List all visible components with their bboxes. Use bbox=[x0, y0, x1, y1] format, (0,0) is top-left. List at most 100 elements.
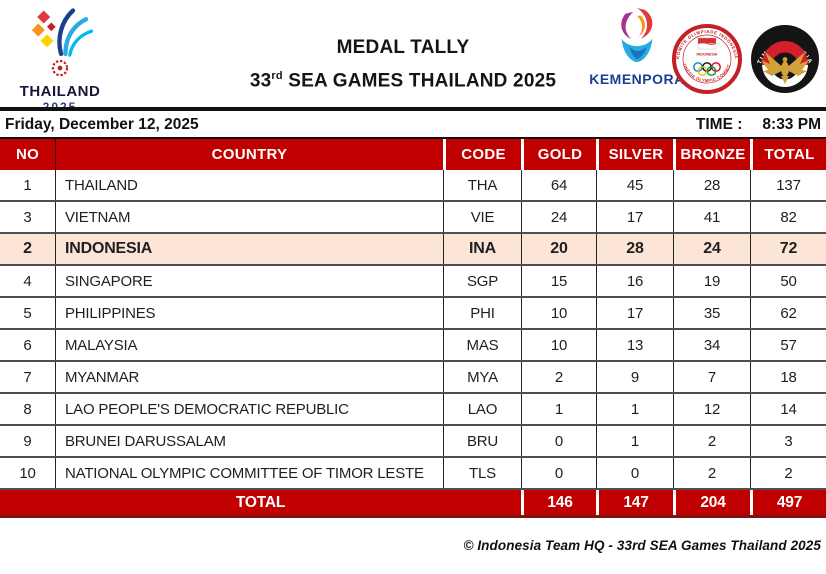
cell-bronze: 41 bbox=[673, 202, 750, 232]
cell-no: 8 bbox=[23, 400, 32, 418]
footer-credit: © Indonesia Team HQ - 33rd SEA Games Tha… bbox=[463, 538, 821, 553]
cell-total: 18 bbox=[750, 362, 826, 392]
cell-no: 1 bbox=[23, 176, 32, 194]
cell-no: 5 bbox=[23, 304, 32, 322]
cell-bronze: 28 bbox=[673, 170, 750, 200]
cell-country: MALAYSIA bbox=[55, 330, 443, 360]
info-bar: Friday, December 12, 2025 TIME : 8:33 PM bbox=[0, 112, 826, 137]
col-header-total: TOTAL bbox=[750, 139, 826, 170]
table-row: 4 SINGAPORE SGP 15 16 19 50 bbox=[0, 266, 826, 298]
table-header-row: NO COUNTRY CODE GOLD SILVER BRONZE TOTAL bbox=[0, 137, 826, 170]
page-title: MEDAL TALLY 33rd SEA GAMES THAILAND 2025 bbox=[180, 34, 626, 95]
total-gold-value: 146 bbox=[521, 490, 596, 515]
cell-no: 6 bbox=[23, 336, 32, 354]
thailand-games-emblem-icon bbox=[31, 8, 94, 77]
cell-country: THAILAND bbox=[55, 170, 443, 200]
thailand-2025-logo: THAILAND 2025 bbox=[8, 4, 112, 114]
cell-total: 82 bbox=[750, 202, 826, 232]
cell-country: SINGAPORE bbox=[55, 266, 443, 296]
garuda-icon bbox=[761, 52, 809, 84]
medal-table: NO COUNTRY CODE GOLD SILVER BRONZE TOTAL… bbox=[0, 137, 826, 518]
cell-no: 2 bbox=[23, 240, 32, 257]
table-row: 9 BRUNEI DARUSSALAM BRU 0 1 2 3 bbox=[0, 426, 826, 458]
cell-no: 10 bbox=[19, 464, 36, 482]
cell-code: INA bbox=[443, 234, 521, 264]
table-row: 3 VIETNAM VIE 24 17 41 82 bbox=[0, 202, 826, 234]
cell-country: LAO PEOPLE'S DEMOCRATIC REPUBLIC bbox=[55, 394, 443, 424]
cell-country: MYANMAR bbox=[55, 362, 443, 392]
cell-gold: 10 bbox=[521, 330, 596, 360]
cell-silver: 45 bbox=[596, 170, 673, 200]
cell-gold: 1 bbox=[521, 394, 596, 424]
koi-center-label: INDONESIA bbox=[696, 53, 717, 57]
kemenpora-torch-icon bbox=[621, 8, 653, 63]
indonesia-olympic-committee-logo: KOMITE OLIMPIADE INDONESIA INDONESIA OLY… bbox=[672, 24, 742, 94]
cell-total: 3 bbox=[750, 426, 826, 456]
col-header-no: NO bbox=[15, 146, 40, 163]
cell-total: 2 bbox=[750, 458, 826, 488]
cell-code: PHI bbox=[443, 298, 521, 328]
cell-bronze: 24 bbox=[673, 234, 750, 264]
cell-code: SGP bbox=[443, 266, 521, 296]
table-row: 1 THAILAND THA 64 45 28 137 bbox=[0, 170, 826, 202]
cell-gold: 0 bbox=[521, 426, 596, 456]
table-row: 8 LAO PEOPLE'S DEMOCRATIC REPUBLIC LAO 1… bbox=[0, 394, 826, 426]
cell-code: TLS bbox=[443, 458, 521, 488]
cell-gold: 64 bbox=[521, 170, 596, 200]
col-header-country: COUNTRY bbox=[55, 139, 443, 170]
cell-bronze: 2 bbox=[673, 426, 750, 456]
cell-code: THA bbox=[443, 170, 521, 200]
time-label: TIME : bbox=[695, 115, 743, 133]
cell-country: PHILIPPINES bbox=[55, 298, 443, 328]
cell-silver: 28 bbox=[596, 234, 673, 264]
cell-bronze: 19 bbox=[673, 266, 750, 296]
cell-silver: 17 bbox=[596, 202, 673, 232]
cell-bronze: 35 bbox=[673, 298, 750, 328]
cell-silver: 9 bbox=[596, 362, 673, 392]
total-bronze-value: 204 bbox=[673, 490, 750, 515]
cell-bronze: 34 bbox=[673, 330, 750, 360]
table-row: 6 MALAYSIA MAS 10 13 34 57 bbox=[0, 330, 826, 362]
total-label: TOTAL bbox=[235, 493, 286, 511]
table-row: 5 PHILIPPINES PHI 10 17 35 62 bbox=[0, 298, 826, 330]
table-row: 2 INDONESIA INA 20 28 24 72 bbox=[0, 234, 826, 266]
cell-total: 50 bbox=[750, 266, 826, 296]
cell-silver: 16 bbox=[596, 266, 673, 296]
olympic-rings-icon bbox=[693, 62, 721, 76]
cell-silver: 13 bbox=[596, 330, 673, 360]
top-divider-rule bbox=[0, 107, 826, 111]
cell-silver: 0 bbox=[596, 458, 673, 488]
tim-indonesia-logo: TIM INDONESIA bbox=[751, 25, 819, 93]
table-row: 10 NATIONAL OLYMPIC COMMITTEE OF TIMOR L… bbox=[0, 458, 826, 490]
cell-gold: 0 bbox=[521, 458, 596, 488]
time-wrap: TIME : 8:33 PM bbox=[696, 116, 821, 134]
date-label: Friday, December 12, 2025 bbox=[5, 115, 199, 133]
thailand-logo-name: THAILAND bbox=[19, 83, 101, 100]
cell-code: LAO bbox=[443, 394, 521, 424]
cell-country: INDONESIA bbox=[55, 234, 443, 264]
cell-bronze: 7 bbox=[673, 362, 750, 392]
table-body: 1 THAILAND THA 64 45 28 137 3 VIETNAM VI… bbox=[0, 170, 826, 490]
cell-gold: 15 bbox=[521, 266, 596, 296]
cell-code: VIE bbox=[443, 202, 521, 232]
cell-code: MYA bbox=[443, 362, 521, 392]
title-line1: MEDAL TALLY bbox=[336, 37, 470, 58]
table-row: 7 MYANMAR MYA 2 9 7 18 bbox=[0, 362, 826, 394]
title-line2: 33rd SEA GAMES THAILAND 2025 bbox=[249, 70, 557, 92]
table-total-row: TOTAL 146 147 204 497 bbox=[0, 490, 826, 518]
time-value: 8:33 PM bbox=[762, 115, 821, 133]
cell-code: BRU bbox=[443, 426, 521, 456]
col-header-silver: SILVER bbox=[596, 139, 673, 170]
col-header-gold: GOLD bbox=[521, 139, 596, 170]
kemenpora-label: KEMENPORA bbox=[589, 71, 685, 87]
cell-bronze: 12 bbox=[673, 394, 750, 424]
col-header-code: CODE bbox=[443, 139, 521, 170]
cell-total: 72 bbox=[750, 234, 826, 264]
cell-code: MAS bbox=[443, 330, 521, 360]
total-total-value: 497 bbox=[750, 490, 826, 515]
cell-silver: 17 bbox=[596, 298, 673, 328]
cell-bronze: 2 bbox=[673, 458, 750, 488]
cell-silver: 1 bbox=[596, 426, 673, 456]
cell-gold: 20 bbox=[521, 234, 596, 264]
